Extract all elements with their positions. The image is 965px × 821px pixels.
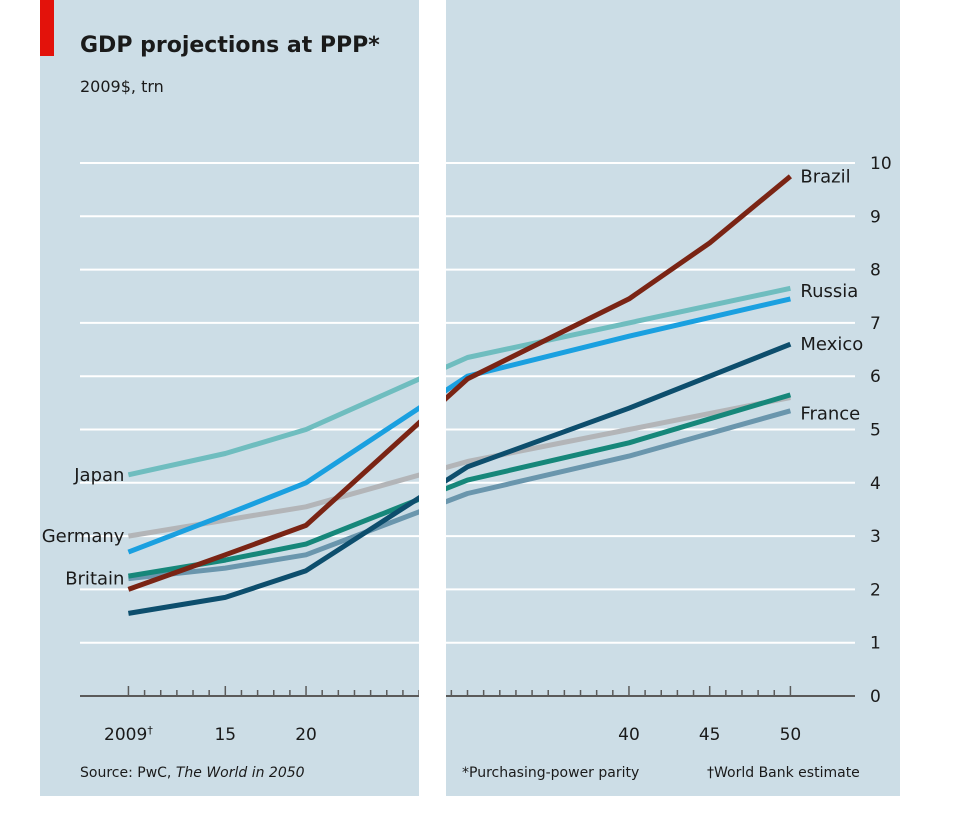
y-tick-label: 2 <box>870 580 881 600</box>
series-label: Germany <box>42 526 125 547</box>
y-tick-label: 3 <box>870 527 881 547</box>
series-layer <box>127 174 792 616</box>
chart-title: GDP projections at PPP* <box>80 33 380 58</box>
series-label: France <box>800 404 860 425</box>
y-tick-label: 6 <box>870 367 881 387</box>
y-tick-label: 7 <box>870 314 881 334</box>
y-tick-label: 0 <box>870 687 881 707</box>
source-title: The World in 2050 <box>176 765 305 781</box>
y-tick-label: 5 <box>870 421 881 441</box>
x-tick-label: 15 <box>214 725 236 745</box>
y-tick-label: 10 <box>870 154 892 174</box>
panel-gap <box>419 0 446 800</box>
x-tick-label: 40 <box>618 725 640 745</box>
x-tick-label: 2009† <box>104 724 153 745</box>
series-line-mexico <box>127 341 792 616</box>
panel-right <box>446 0 900 796</box>
source-note: Source: PwC, The World in 2050 <box>80 765 305 781</box>
y-tick-label: 4 <box>870 474 881 494</box>
series-line-britain <box>128 408 792 582</box>
y-tick-label: 1 <box>870 634 881 654</box>
x-tick-label: 45 <box>699 725 721 745</box>
series-line-brazil <box>127 174 792 592</box>
chart-subtitle: 2009$, trn <box>80 77 164 96</box>
series-label: Britain <box>65 569 124 590</box>
series-line <box>127 296 791 555</box>
x-tick-label: 20 <box>295 725 317 745</box>
series-line-japan <box>127 285 791 478</box>
series-label: Brazil <box>800 166 850 187</box>
accent-tag <box>40 0 54 56</box>
source-prefix: Source: PwC, <box>80 765 171 781</box>
label-layer: Japan Germany Britain Brazil Russia Mexico Fra… <box>42 166 864 589</box>
x-tick-label: 50 <box>780 725 802 745</box>
x-tick-marker: † <box>147 724 153 737</box>
series-label: Japan <box>73 465 124 486</box>
y-tick-label: 9 <box>870 207 881 227</box>
footnote-ppp: *Purchasing-power parity <box>462 765 639 781</box>
footnote-wb: †World Bank estimate <box>707 765 860 781</box>
series-label: Russia <box>800 281 858 302</box>
y-tick-label: 8 <box>870 261 881 281</box>
series-label: Mexico <box>800 334 863 355</box>
panel-left <box>40 0 419 796</box>
